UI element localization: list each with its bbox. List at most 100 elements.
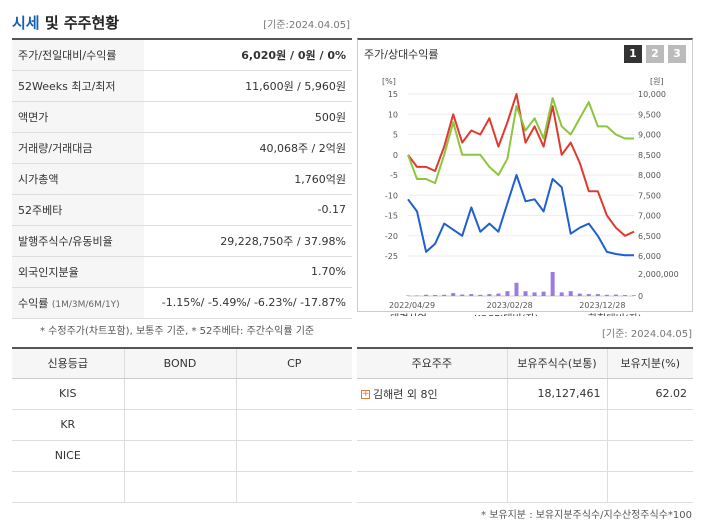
volume-bar (532, 292, 537, 296)
legend-label: 화학대비(좌) (588, 313, 642, 316)
holder-shares: 18,127,461 (507, 378, 608, 410)
row-value: 6,020원 / 0원 / 0% (144, 39, 352, 71)
volume-bar (478, 294, 483, 296)
y-right-tick-label: 6,000 (638, 252, 661, 261)
volume-bar (568, 291, 573, 296)
volume-bar (523, 291, 528, 296)
holders-header: 보유지분(%) (607, 348, 693, 379)
table-row: NICE (12, 440, 352, 472)
volume-bar (460, 294, 465, 296)
series-line-2 (407, 97, 634, 185)
volume-bar (595, 294, 600, 296)
y-left-tick-label: -10 (385, 191, 398, 200)
holder-stake (607, 409, 693, 441)
bond-rating (124, 378, 237, 410)
y-right-tick-label: 9,500 (638, 110, 661, 119)
volume-bar (586, 294, 591, 296)
holder-stake: 62.02 (607, 378, 693, 410)
major-holders-table: 주요주주 보유주식수(보통) 보유지분(%) + 김해련 외 8인 18,127,… (357, 347, 693, 503)
y-right-tick-label: 7,000 (638, 212, 661, 221)
volume-bar (496, 293, 501, 296)
chart-pager: 1 2 3 (624, 45, 686, 63)
row-label: 52Weeks 최고/최저 (12, 70, 144, 102)
y-right-tick-label: 9,000 (638, 131, 661, 140)
price-chart: [%] [원] 15 10 5 0 -5 -10 -15 -20 -25 10,000 9,500 9,0… (382, 77, 679, 316)
chart-page-2-button[interactable]: 2 (646, 45, 664, 63)
volume-bar (622, 295, 627, 296)
row-value: 1.70% (144, 256, 352, 288)
y-left-tick-label: 10 (388, 110, 398, 119)
row-label: 액면가 (12, 101, 144, 133)
y-left-tick-label: 15 (388, 90, 398, 99)
legend-label: KOSPI대비(좌) (474, 313, 539, 316)
holder-stake (607, 440, 693, 472)
row-label: 주가/전일대비/수익률 (12, 39, 144, 71)
table-row (357, 409, 693, 441)
y-left-tick-label: -15 (385, 212, 398, 221)
row-label: 52주베타 (12, 194, 144, 226)
y-right-tick-label: 8,000 (638, 171, 661, 180)
table-row: 주가/전일대비/수익률 6,020원 / 0원 / 0% (12, 39, 352, 71)
volume-bar (469, 294, 474, 296)
row-value: 1,760억원 (144, 163, 352, 195)
cp-rating (236, 440, 352, 472)
table-row (357, 440, 693, 472)
table-row: 52주베타 -0.17 (12, 194, 352, 226)
y-left-tick-label: 5 (393, 131, 398, 140)
holders-footnote: * 보유지분 : 보유지분주식수/지수산정주식수*100 (481, 510, 692, 521)
volume-bar (559, 292, 564, 296)
row-value: 11,600원 / 5,960원 (144, 70, 352, 102)
x-tick-label: 2023/02/28 (487, 301, 533, 310)
x-tick-label: 2022/04/29 (389, 301, 435, 310)
agency-name: NICE (12, 440, 125, 472)
volume-bar (541, 291, 546, 296)
table-row: + 김해련 외 8인 18,127,461 62.02 (357, 378, 693, 410)
holder-shares (507, 440, 608, 472)
chart-page-1-button[interactable]: 1 (624, 45, 642, 63)
row-value: -0.17 (144, 194, 352, 226)
y-right-tick-label: 8,500 (638, 151, 661, 160)
table-row: 52Weeks 최고/최저 11,600원 / 5,960원 (12, 70, 352, 102)
credit-header: 신용등급 (12, 348, 125, 379)
table-row (357, 471, 693, 503)
row-label: 시가총액 (12, 163, 144, 195)
volume-bar (514, 282, 519, 296)
volume-bar (433, 295, 438, 296)
table-row: KIS (12, 378, 352, 410)
row-label: 발행주식수/유동비율 (12, 225, 144, 257)
holders-header: 보유주식수(보통) (507, 348, 608, 379)
holder-shares (507, 409, 608, 441)
returns-label: 수익률 (1M/3M/6M/1Y) (12, 287, 144, 319)
volume-tick-label: 0 (638, 292, 643, 301)
chart-page-3-button[interactable]: 3 (668, 45, 686, 63)
volume-bar (577, 293, 582, 296)
price-footnote: * 수정주가(차트포함), 보통주 기준, * 52주베타: 주간수익률 기준 (40, 326, 315, 337)
holder-name-cell[interactable]: + 김해련 외 8인 (357, 378, 508, 410)
table-row: 시가총액 1,760억원 (12, 163, 352, 195)
row-label: 외국인지분율 (12, 256, 144, 288)
volume-bar (613, 294, 618, 296)
holder-name (357, 409, 508, 441)
agency-name: KIS (12, 378, 125, 410)
price-table: 주가/전일대비/수익률 6,020원 / 0원 / 0% 52Weeks 최고/최… (12, 38, 352, 319)
expand-plus-icon[interactable]: + (361, 389, 370, 399)
bond-rating (124, 471, 237, 503)
y-right-tick-label: 7,500 (638, 191, 661, 200)
section-title: 시세 및 주주현황 (12, 14, 120, 32)
holder-name: 김해련 외 8인 (373, 387, 438, 401)
volume-bar (604, 294, 609, 296)
table-row: 외국인지분율 1.70% (12, 256, 352, 288)
cp-rating (236, 378, 352, 410)
holder-name (357, 440, 508, 472)
cp-rating (236, 471, 352, 503)
table-row: 거래량/거래대금 40,068주 / 2억원 (12, 132, 352, 164)
volume-bar (424, 294, 429, 296)
agency-name (12, 471, 125, 503)
cp-rating (236, 409, 352, 441)
y-right-axis-label: [원] (650, 77, 664, 86)
y-left-tick-label: -5 (390, 171, 398, 180)
holders-header: 주요주주 (357, 348, 508, 379)
holder-shares (507, 471, 608, 503)
credit-header: BOND (124, 348, 237, 379)
base-date: [기준:2024.04.05] (263, 20, 350, 31)
